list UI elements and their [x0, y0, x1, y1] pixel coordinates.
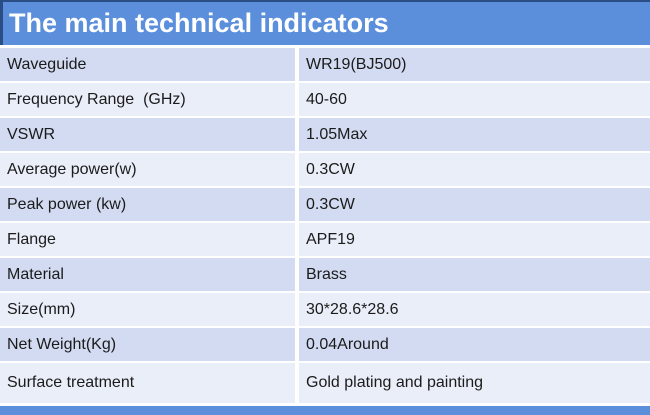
spec-label: VSWR — [0, 118, 295, 151]
table-row: VSWR 1.05Max — [0, 118, 650, 151]
spec-value: Gold plating and painting — [299, 363, 650, 403]
table-row: Flange APF19 — [0, 223, 650, 256]
spec-value: 40-60 — [299, 83, 650, 116]
spec-label: Material — [0, 258, 295, 291]
spec-label: Peak power (kw) — [0, 188, 295, 221]
title-bar: The main technical indicators — [0, 0, 650, 45]
footer-bar — [0, 406, 650, 415]
spec-value: Brass — [299, 258, 650, 291]
spec-label: Net Weight(Kg) — [0, 328, 295, 361]
table-row: Average power(w) 0.3CW — [0, 153, 650, 186]
spec-value: 0.3CW — [299, 153, 650, 186]
table-row: Net Weight(Kg) 0.04Around — [0, 328, 650, 361]
table-row: Size(mm) 30*28.6*28.6 — [0, 293, 650, 326]
spec-label: Waveguide — [0, 48, 295, 81]
spec-label: Frequency Range (GHz) — [0, 83, 295, 116]
page-title: The main technical indicators — [9, 8, 389, 38]
table-row: Material Brass — [0, 258, 650, 291]
spec-value: WR19(BJ500) — [299, 48, 650, 81]
table-row: Peak power (kw) 0.3CW — [0, 188, 650, 221]
spec-label: Flange — [0, 223, 295, 256]
spec-label: Size(mm) — [0, 293, 295, 326]
table-row: Surface treatment Gold plating and painti… — [0, 363, 650, 403]
table-row: Frequency Range (GHz) 40-60 — [0, 83, 650, 116]
table-row: Waveguide WR19(BJ500) — [0, 48, 650, 81]
spec-table: Waveguide WR19(BJ500) Frequency Range (GHz… — [0, 48, 650, 403]
spec-value: 0.3CW — [299, 188, 650, 221]
spec-value: 0.04Around — [299, 328, 650, 361]
spec-value: APF19 — [299, 223, 650, 256]
spec-value: 30*28.6*28.6 — [299, 293, 650, 326]
spec-label: Average power(w) — [0, 153, 295, 186]
spec-label: Surface treatment — [0, 363, 295, 403]
spec-value: 1.05Max — [299, 118, 650, 151]
